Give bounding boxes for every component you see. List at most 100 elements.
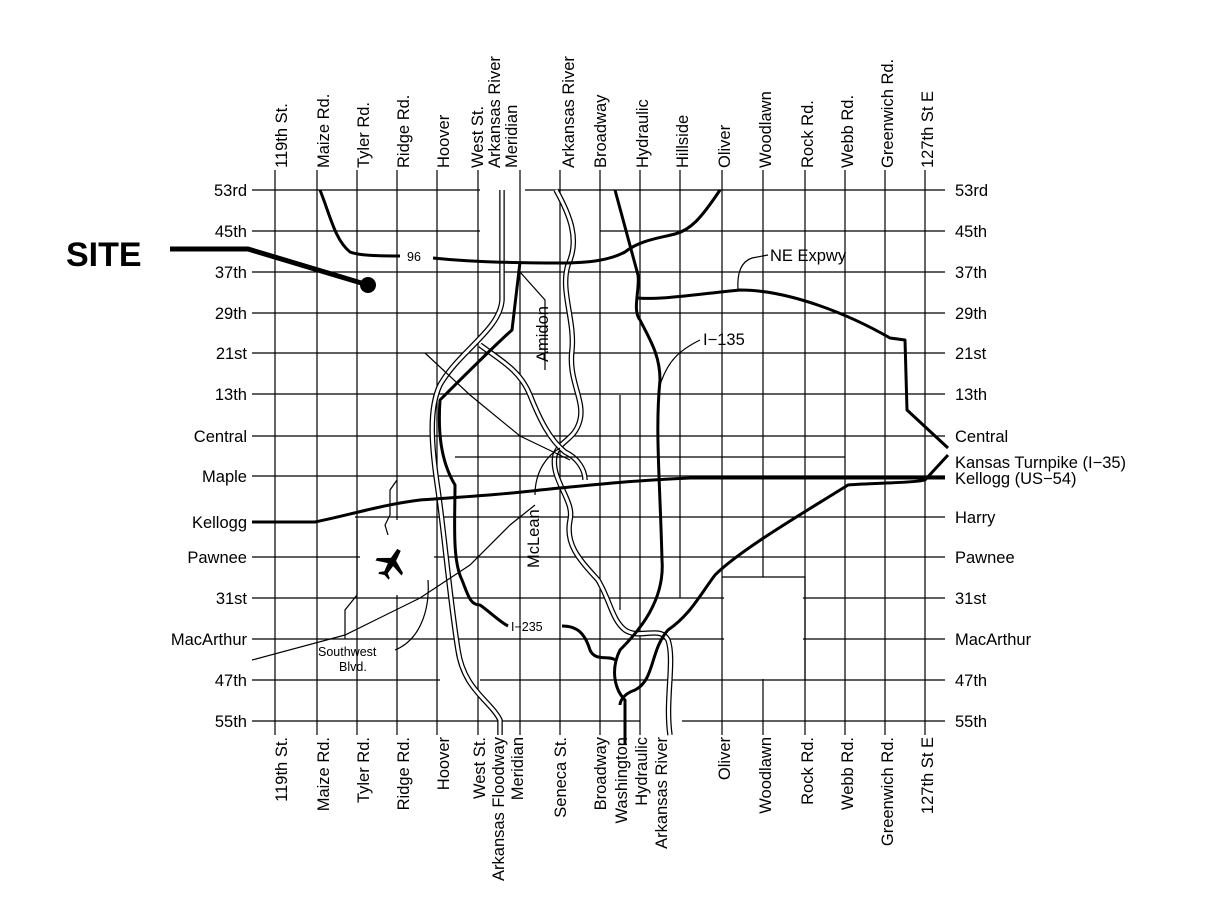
right-label-37th: 37th: [955, 264, 987, 282]
top-label-west-st: West St.: [469, 106, 487, 168]
rivers: [429, 188, 674, 736]
highways: [252, 189, 950, 745]
left-label-21st: 21st: [216, 345, 248, 363]
left-label-maple: Maple: [202, 468, 247, 486]
site-leader: [170, 246, 369, 288]
ne-expwy-leader: [751, 254, 769, 259]
highway-kansas-turnpike: [618, 453, 950, 706]
top-label-hillside: Hillside: [674, 115, 692, 168]
open-block-east: [724, 577, 803, 679]
airport-icon: [375, 548, 403, 580]
right-label-kansas-turnpike: Kansas Turnpike (I−35): [955, 454, 1126, 472]
top-label-meridian: Meridian: [503, 105, 521, 168]
top-street-labels: 119th St. Maize Rd. Tyler Rd. Ridge Rd. …: [273, 56, 937, 168]
minor-roads: [251, 271, 845, 661]
open-block-outline: [722, 576, 806, 680]
highway-i235: [437, 261, 617, 662]
left-label-45th: 45th: [215, 223, 247, 241]
highway-ne-expwy: [637, 288, 950, 450]
right-label-pawnee: Pawnee: [955, 549, 1015, 567]
bottom-label-woodlawn: Woodlawn: [757, 737, 775, 814]
bottom-label-hydraulic: Hydraulic: [633, 737, 651, 806]
left-label-47th: 47th: [215, 672, 247, 690]
right-label-macarthur: MacArthur: [955, 631, 1032, 649]
left-label-kellogg: Kellogg: [192, 514, 247, 532]
right-label-31st: 31st: [955, 590, 987, 608]
diagonal-road-21st: [424, 352, 571, 461]
top-label-hydraulic: Hydraulic: [634, 99, 652, 168]
mclean-road: [534, 447, 561, 496]
right-label-13th: 13th: [955, 386, 987, 404]
top-label-arkansas-river-2: Arkansas River: [560, 56, 578, 168]
top-label-119th: 119th St.: [273, 103, 291, 168]
right-label-21st: 21st: [955, 345, 987, 363]
top-label-woodlawn: Woodlawn: [757, 91, 775, 168]
bottom-label-arkansas-river: Arkansas River: [653, 737, 671, 849]
southwest-blvd-label-2: Blvd.: [339, 660, 367, 674]
bottom-label-ridge: Ridge Rd.: [395, 737, 413, 810]
bottom-label-west-st: West St.: [471, 737, 489, 799]
top-label-broadway: Broadway: [592, 94, 610, 168]
right-street-labels: 53rd 45th 37th 29th 21st 13th Central Ka…: [955, 182, 1126, 731]
southwest-blvd-label-1: Southwest: [318, 645, 377, 659]
amidon-label: Amidon: [534, 306, 552, 362]
left-label-13th: 13th: [215, 386, 247, 404]
site-label: SITE: [66, 236, 142, 274]
k96-label: 96: [407, 250, 421, 264]
bottom-label-maize: Maize Rd.: [315, 737, 333, 811]
top-label-maize: Maize Rd.: [315, 94, 333, 168]
bottom-label-broadway: Broadway: [592, 736, 610, 810]
bottom-label-meridian: Meridian: [509, 737, 527, 800]
tyler-airport-road: [344, 520, 358, 639]
top-label-rock: Rock Rd.: [799, 100, 817, 168]
highway-i135: [613, 189, 664, 745]
bottom-label-seneca: Seneca St.: [552, 737, 570, 818]
right-label-29th: 29th: [955, 305, 987, 323]
bottom-label-hoover: Hoover: [435, 737, 453, 791]
southwest-blvd-leader: [394, 579, 429, 651]
site-marker-icon: [360, 277, 376, 293]
right-label-harry: Harry: [955, 509, 996, 527]
highway-kellogg: [252, 476, 945, 524]
top-label-ridge: Ridge Rd.: [395, 95, 413, 168]
bottom-label-washington: Washington: [613, 737, 631, 824]
mclean-label: McLean: [525, 509, 543, 568]
right-label-47th: 47th: [955, 672, 987, 690]
bottom-label-greenwich: Greenwich Rd.: [879, 737, 897, 846]
top-label-arkansas-river-1: Arkansas River: [486, 56, 504, 168]
bottom-label-arkansas-floodway: Arkansas Floodway: [490, 736, 508, 881]
i235-label: I−235: [511, 620, 543, 634]
ne-expwy-label: NE Expwy: [770, 247, 847, 265]
airport-leader: [384, 479, 398, 536]
left-label-55th: 55th: [215, 713, 247, 731]
right-label-53rd: 53rd: [955, 182, 988, 200]
bottom-label-oliver: Oliver: [716, 737, 734, 781]
left-label-macarthur: MacArthur: [171, 631, 248, 649]
amidon-road: [519, 271, 546, 370]
top-label-webb: Webb Rd.: [839, 95, 857, 168]
top-label-hoover: Hoover: [435, 114, 453, 168]
bottom-label-rock: Rock Rd.: [799, 737, 817, 805]
right-label-55th: 55th: [955, 713, 987, 731]
left-label-29th: 29th: [215, 305, 247, 323]
top-label-oliver: Oliver: [716, 124, 734, 168]
right-label-45th: 45th: [955, 223, 987, 241]
highway-k96: [318, 189, 722, 265]
bottom-label-webb: Webb Rd.: [839, 737, 857, 810]
bottom-label-119th: 119th St.: [273, 737, 291, 802]
top-label-greenwich: Greenwich Rd.: [879, 59, 897, 168]
right-label-central: Central: [955, 428, 1008, 446]
left-label-37th: 37th: [215, 264, 247, 282]
left-label-central: Central: [194, 428, 247, 446]
top-label-127th: 127th St E: [919, 91, 937, 168]
southwest-blvd-road: [251, 504, 536, 661]
left-label-pawnee: Pawnee: [187, 549, 247, 567]
i135-label: I−135: [703, 331, 745, 349]
bottom-label-127th: 127th St E: [919, 737, 937, 814]
left-label-31st: 31st: [216, 590, 248, 608]
right-label-kellogg: Kellogg (US−54): [955, 470, 1077, 488]
bottom-street-labels: 119th St. Maize Rd. Tyler Rd. Ridge Rd. …: [273, 736, 937, 881]
ne-expwy-leader-curve: [737, 257, 753, 291]
left-street-labels: 53rd 45th 37th 29th 21st 13th Central Ma…: [171, 182, 248, 731]
